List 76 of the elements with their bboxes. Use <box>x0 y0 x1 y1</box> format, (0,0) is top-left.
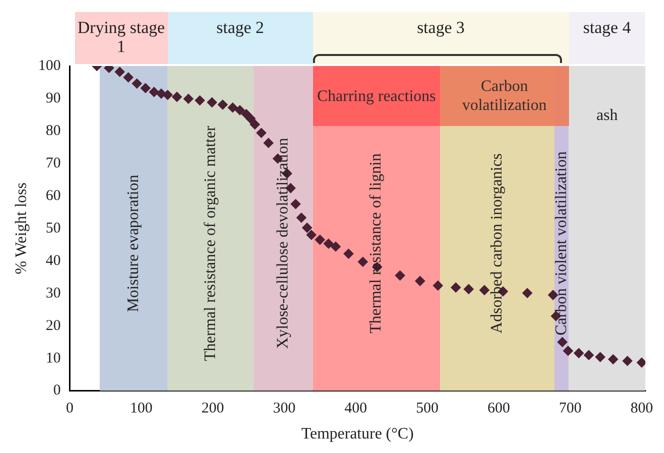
point <box>464 284 474 294</box>
y-tick-label: 40 <box>46 252 61 269</box>
label-box: Carbon volatilization <box>440 66 569 126</box>
point <box>450 282 461 293</box>
point <box>263 138 274 148</box>
y-tick-label: 50 <box>46 220 61 236</box>
y-tick-label: 10 <box>46 350 61 366</box>
header-box: stage 2 <box>168 12 313 64</box>
y-tick-label: 100 <box>38 58 61 74</box>
point <box>114 66 125 77</box>
x-tick-label: 100 <box>130 400 152 417</box>
point <box>132 78 142 89</box>
point <box>324 238 334 249</box>
point <box>218 100 228 110</box>
point <box>330 242 341 252</box>
point <box>574 348 584 358</box>
point <box>557 337 568 348</box>
point <box>206 97 217 108</box>
y-tick-label: 70 <box>46 155 61 172</box>
point <box>608 354 618 364</box>
point <box>563 346 574 356</box>
point <box>172 92 182 102</box>
y-tick-label: 0 <box>53 382 61 399</box>
band-label: Moisture evaporation <box>124 174 142 312</box>
point <box>522 288 532 298</box>
x-tick-label: 700 <box>558 400 582 417</box>
point <box>314 234 325 245</box>
point <box>622 356 632 366</box>
point <box>246 114 256 124</box>
y-axis-title: % Weight loss <box>12 182 30 274</box>
point <box>479 285 490 296</box>
point <box>595 352 606 362</box>
y-tick-label: 60 <box>46 188 61 204</box>
band-label: Thermal resistance of organic matter <box>202 125 219 361</box>
point <box>140 83 150 94</box>
header-box: Drying stage 1 <box>74 12 168 64</box>
point <box>432 280 443 291</box>
point <box>228 102 238 113</box>
y-tick-label: 80 <box>46 122 61 139</box>
point <box>395 270 406 280</box>
x-tick-label: 300 <box>272 400 296 417</box>
y-tick-label: 30 <box>46 285 61 302</box>
header-box: stage 3 <box>312 12 569 64</box>
x-axis-title: Temperature (°C) <box>301 426 414 443</box>
x-tick-label: 600 <box>487 400 510 417</box>
point <box>302 222 312 233</box>
point <box>156 88 166 99</box>
header-box: stage 4 <box>568 12 646 64</box>
point <box>296 212 306 223</box>
y-tick-label: 90 <box>46 90 61 106</box>
point <box>149 86 160 97</box>
point <box>290 199 301 210</box>
annotation: Carbon volatilization <box>461 77 548 115</box>
point <box>358 256 368 267</box>
point <box>415 276 426 286</box>
point <box>234 105 245 116</box>
point <box>344 248 354 259</box>
annotation: Charring reactions <box>317 86 436 106</box>
x-tick-label: 500 <box>416 400 438 417</box>
band-label: Adsorbed carbon inorganics <box>488 153 506 334</box>
point <box>250 119 260 130</box>
x-tick-label: 400 <box>344 400 367 417</box>
point <box>636 358 646 368</box>
band-label: ash <box>596 107 618 124</box>
point <box>123 72 134 82</box>
point <box>584 350 594 360</box>
label-box: Charring reactions <box>312 66 440 126</box>
x-tick-label: 0 <box>66 400 74 417</box>
point <box>162 90 173 100</box>
point <box>183 94 194 104</box>
point <box>194 95 205 106</box>
x-tick-label: 200 <box>201 400 224 417</box>
x-tick-label: 800 <box>630 400 653 417</box>
point <box>306 230 316 240</box>
point <box>256 128 266 138</box>
y-tick-label: 20 <box>46 318 61 334</box>
